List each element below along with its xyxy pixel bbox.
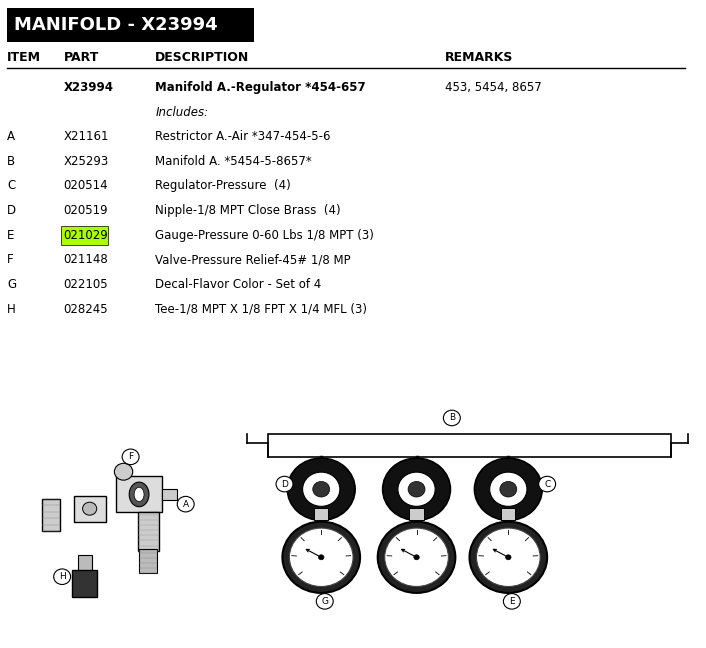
Text: E: E [509,597,515,606]
Circle shape [289,528,353,586]
Text: 022105: 022105 [64,278,108,291]
Circle shape [477,528,540,586]
Text: B: B [449,413,455,422]
Circle shape [539,476,556,492]
Text: MANIFOLD - X23994: MANIFOLD - X23994 [14,16,217,34]
Text: H: H [7,303,16,316]
Text: D: D [281,480,288,489]
Circle shape [385,528,448,586]
Bar [268,434,671,457]
Bar [72,570,97,597]
Text: 020519: 020519 [64,204,108,217]
Text: 021148: 021148 [64,253,108,266]
Text: REMARKS: REMARKS [445,51,513,64]
Circle shape [378,522,455,593]
Circle shape [303,472,340,506]
Bar [138,512,159,551]
Circle shape [500,481,517,497]
Bar [409,508,424,520]
Text: Tee-1/8 MPT X 1/8 FPT X 1/4 MFL (3): Tee-1/8 MPT X 1/8 FPT X 1/4 MFL (3) [155,303,367,316]
Text: Restrictor A.-Air *347-454-5-6: Restrictor A.-Air *347-454-5-6 [155,130,331,143]
Text: G: G [321,597,328,606]
Text: C: C [7,179,16,192]
Ellipse shape [134,487,144,502]
Bar [314,508,328,520]
Circle shape [282,522,360,593]
Circle shape [408,481,425,497]
Circle shape [313,481,330,497]
Text: Decal-Flavor Color - Set of 4: Decal-Flavor Color - Set of 4 [155,278,321,291]
Text: Gauge-Pressure 0-60 Lbs 1/8 MPT (3): Gauge-Pressure 0-60 Lbs 1/8 MPT (3) [155,229,374,242]
Text: C: C [544,480,550,489]
Circle shape [490,472,527,506]
Text: Includes:: Includes: [155,106,208,119]
Circle shape [398,472,435,506]
Circle shape [505,555,511,560]
Circle shape [469,522,547,593]
Circle shape [316,594,333,609]
Circle shape [287,458,355,520]
Ellipse shape [129,482,149,507]
Text: ITEM: ITEM [7,51,41,64]
Text: PART: PART [64,51,99,64]
Text: Manifold A. *5454-5-8657*: Manifold A. *5454-5-8657* [155,155,312,168]
Circle shape [83,502,97,515]
Text: Manifold A.-Regulator *454-657: Manifold A.-Regulator *454-657 [155,81,366,94]
Text: DESCRIPTION: DESCRIPTION [155,51,249,64]
FancyBboxPatch shape [61,226,108,245]
Circle shape [122,449,139,465]
Text: X21161: X21161 [64,130,109,143]
Circle shape [177,496,194,512]
Text: X25293: X25293 [64,155,109,168]
Bar [74,496,106,522]
FancyBboxPatch shape [7,8,254,42]
Circle shape [318,555,324,560]
Text: H: H [59,572,66,581]
Text: 020514: 020514 [64,179,108,192]
Circle shape [114,463,133,480]
Text: Valve-Pressure Relief-45# 1/8 MP: Valve-Pressure Relief-45# 1/8 MP [155,253,351,266]
Bar [42,499,60,531]
Text: 453, 5454, 8657: 453, 5454, 8657 [445,81,542,94]
Text: 021029: 021029 [64,229,108,242]
Text: D: D [7,204,16,217]
Text: F: F [128,452,133,461]
Text: A: A [183,500,189,509]
Text: F: F [7,253,13,266]
Text: Nipple-1/8 MPT Close Brass  (4): Nipple-1/8 MPT Close Brass (4) [155,204,341,217]
Circle shape [503,594,520,609]
Text: X23994: X23994 [64,81,114,94]
Text: G: G [7,278,16,291]
Bar [78,555,92,572]
Bar [501,508,515,520]
Bar [139,549,157,573]
Text: A: A [7,130,15,143]
Text: Regulator-Pressure  (4): Regulator-Pressure (4) [155,179,291,192]
Circle shape [414,555,419,560]
Circle shape [443,410,460,426]
Bar [162,489,176,500]
Text: 028245: 028245 [64,303,108,316]
Circle shape [276,476,293,492]
Text: E: E [7,229,14,242]
Text: B: B [7,155,16,168]
Circle shape [474,458,542,520]
Circle shape [383,458,450,520]
Circle shape [54,569,71,584]
Bar [116,476,162,512]
